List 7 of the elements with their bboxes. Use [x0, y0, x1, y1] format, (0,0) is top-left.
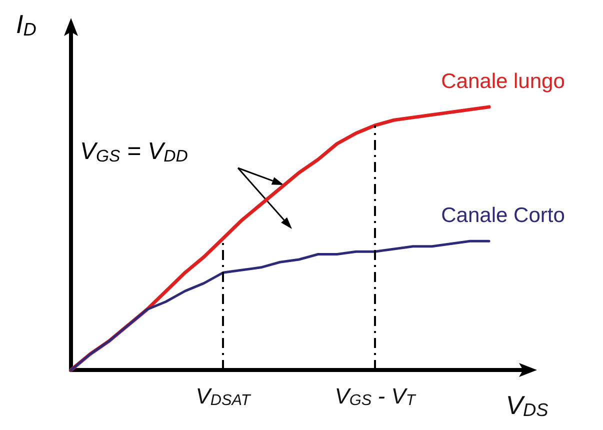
x-tick-label: VDSAT [196, 383, 252, 409]
x-tick-label: VGS - VT [334, 383, 417, 409]
annotation: VGS = VDD [80, 138, 188, 166]
y-axis-title: ID [16, 9, 36, 40]
x-axis-title: VDS [506, 390, 548, 420]
series-label: Canale lungo [441, 70, 565, 93]
series-label: Canale Corto [441, 204, 565, 228]
